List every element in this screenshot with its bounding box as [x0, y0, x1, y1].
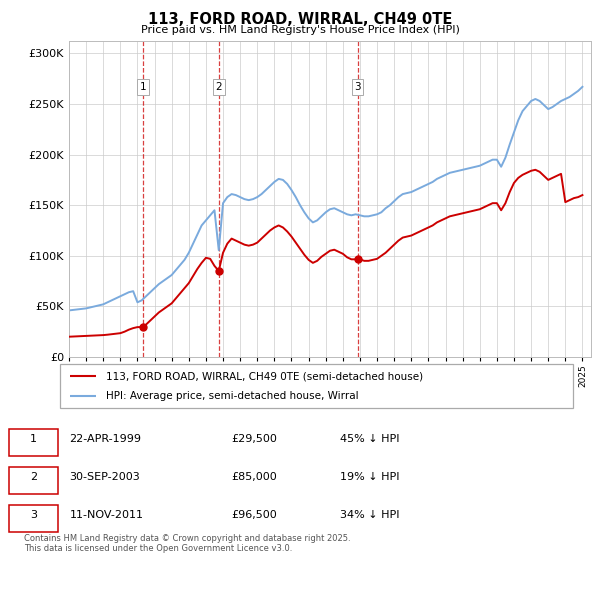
Text: 2: 2	[30, 472, 37, 482]
Text: 19% ↓ HPI: 19% ↓ HPI	[340, 472, 400, 482]
Text: £85,000: £85,000	[231, 472, 277, 482]
FancyBboxPatch shape	[9, 504, 58, 532]
Text: 3: 3	[354, 82, 361, 92]
Text: 34% ↓ HPI: 34% ↓ HPI	[340, 510, 400, 520]
Text: 1: 1	[30, 434, 37, 444]
Text: £96,500: £96,500	[231, 510, 277, 520]
Text: 1: 1	[139, 82, 146, 92]
Text: 11-NOV-2011: 11-NOV-2011	[70, 510, 143, 520]
Text: £29,500: £29,500	[231, 434, 277, 444]
Text: 3: 3	[30, 510, 37, 520]
FancyBboxPatch shape	[9, 428, 58, 456]
FancyBboxPatch shape	[9, 467, 58, 494]
Text: 30-SEP-2003: 30-SEP-2003	[70, 472, 140, 482]
Text: 45% ↓ HPI: 45% ↓ HPI	[340, 434, 400, 444]
Text: 113, FORD ROAD, WIRRAL, CH49 0TE: 113, FORD ROAD, WIRRAL, CH49 0TE	[148, 12, 452, 27]
Text: 113, FORD ROAD, WIRRAL, CH49 0TE (semi-detached house): 113, FORD ROAD, WIRRAL, CH49 0TE (semi-d…	[106, 372, 423, 381]
Text: HPI: Average price, semi-detached house, Wirral: HPI: Average price, semi-detached house,…	[106, 391, 359, 401]
Text: Price paid vs. HM Land Registry's House Price Index (HPI): Price paid vs. HM Land Registry's House …	[140, 25, 460, 35]
Text: 2: 2	[215, 82, 222, 92]
Text: Contains HM Land Registry data © Crown copyright and database right 2025.
This d: Contains HM Land Registry data © Crown c…	[24, 534, 350, 553]
Text: 22-APR-1999: 22-APR-1999	[70, 434, 142, 444]
